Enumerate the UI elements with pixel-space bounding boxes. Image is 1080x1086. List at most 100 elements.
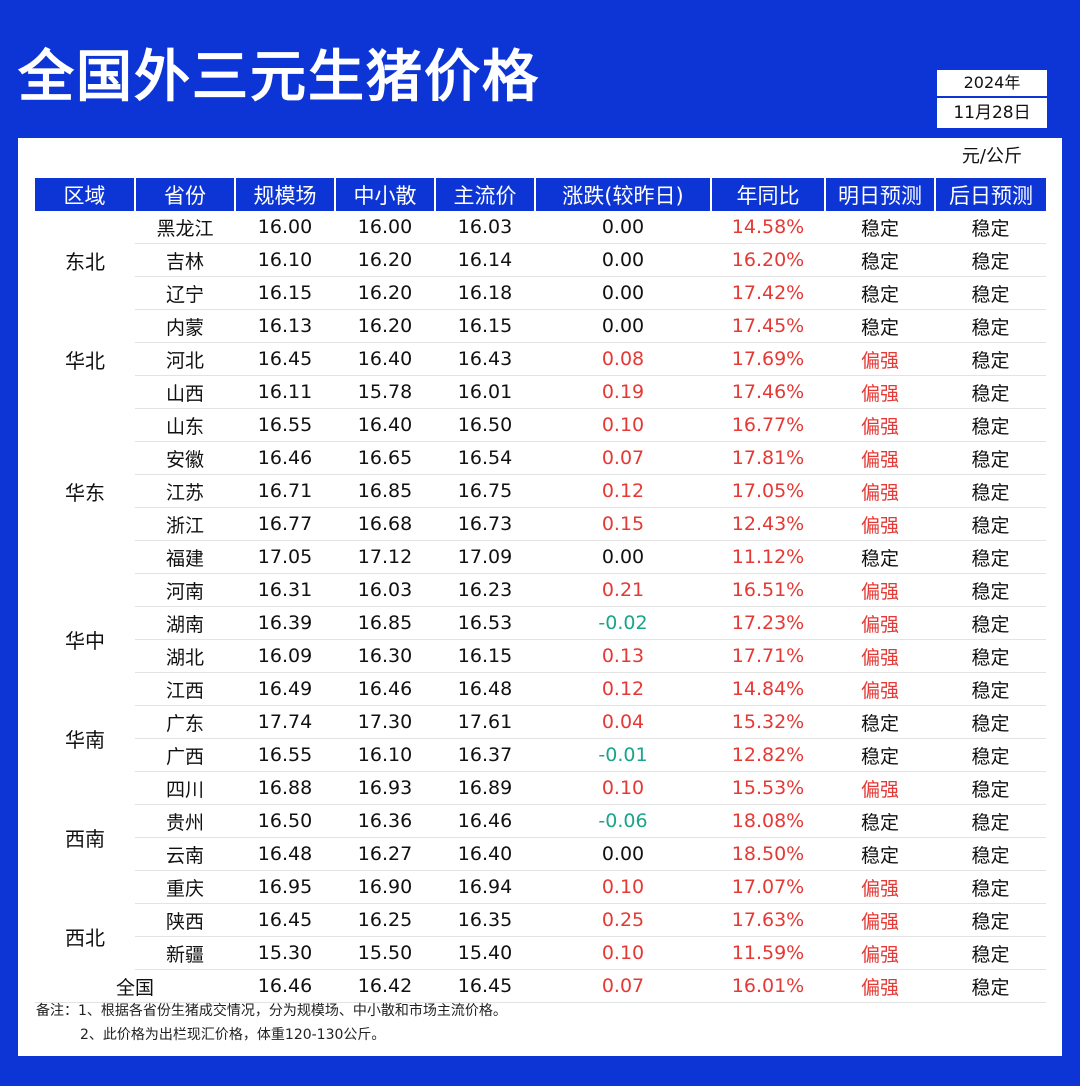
tomorrow-forecast-cell: 偏强 <box>825 969 935 1003</box>
change-cell: 0.10 <box>535 408 711 442</box>
province-cell: 贵州 <box>135 804 235 838</box>
small-farm-cell: 16.20 <box>335 276 435 310</box>
tomorrow-forecast-cell: 稳定 <box>825 705 935 739</box>
header-large-farm: 规模场 <box>235 178 336 211</box>
yoy-cell: 17.46% <box>711 375 825 409</box>
main-price-cell: 16.54 <box>435 441 535 475</box>
large-farm-cell: 16.10 <box>235 243 335 277</box>
region-cell: 华东 <box>65 480 105 505</box>
change-cell: 0.00 <box>535 211 711 244</box>
main-price-cell: 16.89 <box>435 771 535 805</box>
day-after-forecast-cell: 稳定 <box>935 375 1046 409</box>
large-farm-cell: 16.95 <box>235 870 335 904</box>
main-price-cell: 16.50 <box>435 408 535 442</box>
yoy-cell: 17.05% <box>711 474 825 508</box>
tomorrow-forecast-cell: 稳定 <box>825 738 935 772</box>
large-farm-cell: 16.39 <box>235 606 335 640</box>
day-after-forecast-cell: 稳定 <box>935 903 1046 937</box>
main-price-cell: 16.03 <box>435 211 535 244</box>
small-farm-cell: 16.93 <box>335 771 435 805</box>
province-cell: 四川 <box>135 771 235 805</box>
tomorrow-forecast-cell: 偏强 <box>825 474 935 508</box>
large-farm-cell: 16.48 <box>235 837 335 871</box>
small-farm-cell: 16.25 <box>335 903 435 937</box>
header-tomorrow: 明日预测 <box>825 178 936 211</box>
province-cell: 吉林 <box>135 243 235 277</box>
table-row: 华北 内蒙 16.13 16.20 16.15 0.00 17.45% 稳定 稳定 <box>35 309 1046 373</box>
change-cell: 0.21 <box>535 573 711 607</box>
tomorrow-forecast-cell: 偏强 <box>825 870 935 904</box>
change-cell: 0.12 <box>535 474 711 508</box>
table-row: 吉林 16.10 16.20 16.14 0.00 16.20% 稳定 稳定 <box>35 243 1046 277</box>
change-cell: 0.07 <box>535 441 711 475</box>
day-after-forecast-cell: 稳定 <box>935 507 1046 541</box>
tomorrow-forecast-cell: 偏强 <box>825 573 935 607</box>
main-price-cell: 16.46 <box>435 804 535 838</box>
large-farm-cell: 16.77 <box>235 507 335 541</box>
small-farm-cell: 16.42 <box>335 969 435 1003</box>
main-price-cell: 16.40 <box>435 837 535 871</box>
main-price-cell: 17.61 <box>435 705 535 739</box>
yoy-cell: 17.69% <box>711 342 825 376</box>
province-cell: 黑龙江 <box>135 211 235 244</box>
day-after-forecast-cell: 稳定 <box>935 804 1046 838</box>
tomorrow-forecast-cell: 稳定 <box>825 211 935 244</box>
note-line-1: 备注：1、根据各省份生猪成交情况，分为规模场、中小散和市场主流价格。 <box>36 1003 507 1019</box>
change-cell: 0.15 <box>535 507 711 541</box>
large-farm-cell: 16.09 <box>235 639 335 673</box>
tomorrow-forecast-cell: 偏强 <box>825 936 935 970</box>
tomorrow-forecast-cell: 偏强 <box>825 606 935 640</box>
day-after-forecast-cell: 稳定 <box>935 211 1046 244</box>
change-cell: -0.01 <box>535 738 711 772</box>
tomorrow-forecast-cell: 偏强 <box>825 375 935 409</box>
large-farm-cell: 16.45 <box>235 903 335 937</box>
yoy-cell: 18.50% <box>711 837 825 871</box>
table-body: 东北 黑龙江 16.00 16.00 16.03 0.00 14.58% 稳定 稳定 吉林 16.1… <box>35 211 1046 1003</box>
table-row: 广西 16.55 16.10 16.37 -0.01 12.82% 稳定 稳定 <box>35 738 1046 772</box>
main-price-cell: 16.94 <box>435 870 535 904</box>
region-cell: 东北 <box>65 249 105 274</box>
change-cell: 0.13 <box>535 639 711 673</box>
large-farm-cell: 16.46 <box>235 441 335 475</box>
province-cell: 江苏 <box>135 474 235 508</box>
yoy-cell: 16.20% <box>711 243 825 277</box>
main-price-cell: 16.37 <box>435 738 535 772</box>
change-cell: -0.06 <box>535 804 711 838</box>
main-price-cell: 16.15 <box>435 309 535 343</box>
date-year: 2024年 <box>937 70 1047 98</box>
change-cell: 0.10 <box>535 771 711 805</box>
small-farm-cell: 16.46 <box>335 672 435 706</box>
large-farm-cell: 16.55 <box>235 738 335 772</box>
region-cell: 华南 <box>65 728 105 752</box>
table-row: 福建 17.05 17.12 17.09 0.00 11.12% 稳定 稳定 <box>35 540 1046 574</box>
main-price-cell: 16.23 <box>435 573 535 607</box>
large-farm-cell: 16.31 <box>235 573 335 607</box>
large-farm-cell: 16.88 <box>235 771 335 805</box>
change-cell: 0.08 <box>535 342 711 376</box>
table-row: 东北 黑龙江 16.00 16.00 16.03 0.00 14.58% 稳定 稳定 <box>35 211 1046 274</box>
tomorrow-forecast-cell: 稳定 <box>825 309 935 343</box>
change-cell: 0.00 <box>535 243 711 277</box>
table-row: 湖北 16.09 16.30 16.15 0.13 17.71% 偏强 稳定 <box>35 639 1046 673</box>
province-cell: 山东 <box>135 408 235 442</box>
main-price-cell: 16.45 <box>435 969 535 1003</box>
small-farm-cell: 17.12 <box>335 540 435 574</box>
yoy-cell: 17.42% <box>711 276 825 310</box>
large-farm-cell: 16.50 <box>235 804 335 838</box>
notes: 备注：1、根据各省份生猪成交情况，分为规模场、中小散和市场主流价格。 2、此价格… <box>36 999 507 1047</box>
large-farm-cell: 17.05 <box>235 540 335 574</box>
day-after-forecast-cell: 稳定 <box>935 243 1046 277</box>
tomorrow-forecast-cell: 偏强 <box>825 771 935 805</box>
yoy-cell: 17.81% <box>711 441 825 475</box>
large-farm-cell: 16.11 <box>235 375 335 409</box>
table-row: 西南 四川 16.88 16.93 16.89 0.10 15.53% 偏强 稳定 <box>35 771 1046 851</box>
yoy-cell: 17.07% <box>711 870 825 904</box>
table-row: 湖南 16.39 16.85 16.53 -0.02 17.23% 偏强 稳定 <box>35 606 1046 640</box>
table-row: 安徽 16.46 16.65 16.54 0.07 17.81% 偏强 稳定 <box>35 441 1046 475</box>
tomorrow-forecast-cell: 稳定 <box>825 804 935 838</box>
main-price-cell: 16.48 <box>435 672 535 706</box>
table-row: 山西 16.11 15.78 16.01 0.19 17.46% 偏强 稳定 <box>35 375 1046 409</box>
day-after-forecast-cell: 稳定 <box>935 573 1046 607</box>
yoy-cell: 12.82% <box>711 738 825 772</box>
yoy-cell: 16.77% <box>711 408 825 442</box>
